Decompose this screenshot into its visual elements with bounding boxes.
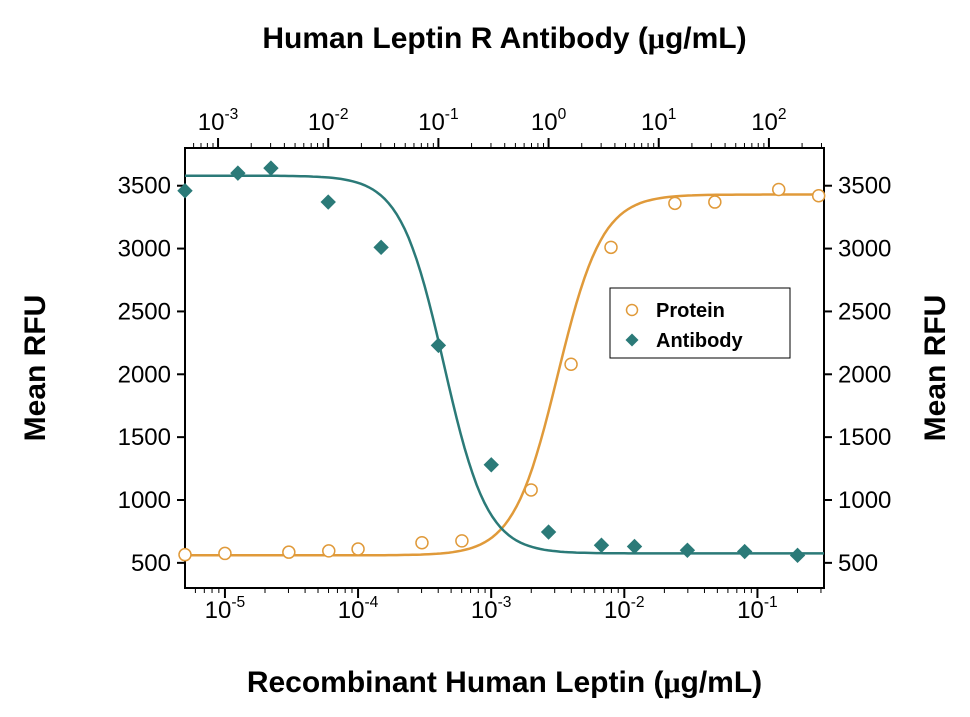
- ytick-label-right: 2500: [838, 298, 891, 325]
- ytick-label-left: 1000: [118, 487, 171, 514]
- pow-tick-label: 10-1: [737, 594, 778, 624]
- legend-label: Antibody: [656, 330, 744, 352]
- data-point-antibody: [594, 538, 608, 552]
- pow-tick-label: 10-5: [205, 594, 246, 624]
- data-point-protein: [283, 546, 295, 558]
- data-point-antibody: [264, 161, 278, 175]
- data-point-protein: [456, 535, 468, 547]
- ytick-label-right: 1500: [838, 424, 891, 451]
- y-axis-title-left: Mean RFU: [19, 295, 52, 442]
- pow-tick-label: 10-4: [338, 594, 379, 624]
- pow-tick-label: 10-2: [308, 106, 349, 136]
- data-point-protein: [709, 196, 721, 208]
- data-point-antibody: [374, 240, 388, 254]
- y-axis-title-right: Mean RFU: [919, 295, 952, 442]
- pow-tick-label: 101: [641, 106, 676, 136]
- chart-container: 500 500 1000 1000 1500 1500 2000 2000 2500 2500 30…: [0, 0, 970, 717]
- data-point-protein: [352, 543, 364, 555]
- bottom-axis-title: Recombinant Human Leptin (μg/mL): [247, 666, 762, 699]
- data-point-protein: [416, 537, 428, 549]
- top-axis-title: Human Leptin R Antibody (μg/mL): [262, 22, 746, 55]
- pow-tick-label: 10-2: [604, 594, 645, 624]
- data-point-antibody: [231, 166, 245, 180]
- data-point-protein: [525, 484, 537, 496]
- data-point-antibody: [680, 543, 694, 557]
- ytick-label-left: 3000: [118, 236, 171, 263]
- data-point-antibody: [628, 540, 642, 554]
- data-point-protein: [219, 547, 231, 559]
- plot-border: [185, 148, 824, 588]
- data-point-protein: [813, 190, 825, 202]
- pow-tick-label: 10-1: [418, 106, 459, 136]
- data-point-antibody: [321, 195, 335, 209]
- series-curve: [185, 195, 824, 556]
- data-point-antibody: [484, 458, 498, 472]
- pow-tick-label: 100: [531, 106, 567, 136]
- data-point-protein: [605, 241, 617, 253]
- pow-tick-label: 10-3: [471, 594, 512, 624]
- pow-tick-label: 102: [751, 106, 786, 136]
- pow-tick-label: 10-3: [198, 106, 239, 136]
- legend-label: Protein: [656, 300, 725, 322]
- ytick-label-right: 1000: [838, 487, 891, 514]
- ytick-label-right: 500: [838, 550, 878, 577]
- data-point-protein: [669, 197, 681, 209]
- legend: Protein Antibody: [610, 288, 790, 358]
- data-point-protein: [179, 549, 191, 561]
- data-point-antibody: [542, 525, 556, 539]
- data-point-antibody: [738, 545, 752, 559]
- ytick-label-right: 3500: [838, 173, 891, 200]
- data-point-antibody: [431, 338, 445, 352]
- ytick-label-right: 2000: [838, 361, 891, 388]
- ytick-label-left: 500: [131, 550, 171, 577]
- chart-svg: 500 500 1000 1000 1500 1500 2000 2000 2500 2500 30…: [0, 0, 970, 717]
- data-point-protein: [565, 358, 577, 370]
- ytick-label-left: 2000: [118, 361, 171, 388]
- ytick-label-left: 1500: [118, 424, 171, 451]
- data-point-antibody: [791, 548, 805, 562]
- ytick-label-left: 2500: [118, 298, 171, 325]
- ytick-label-right: 3000: [838, 236, 891, 263]
- data-point-protein: [323, 545, 335, 557]
- ytick-label-left: 3500: [118, 173, 171, 200]
- series-curve: [185, 176, 824, 554]
- data-point-protein: [773, 183, 785, 195]
- legend-marker-protein: [627, 305, 638, 316]
